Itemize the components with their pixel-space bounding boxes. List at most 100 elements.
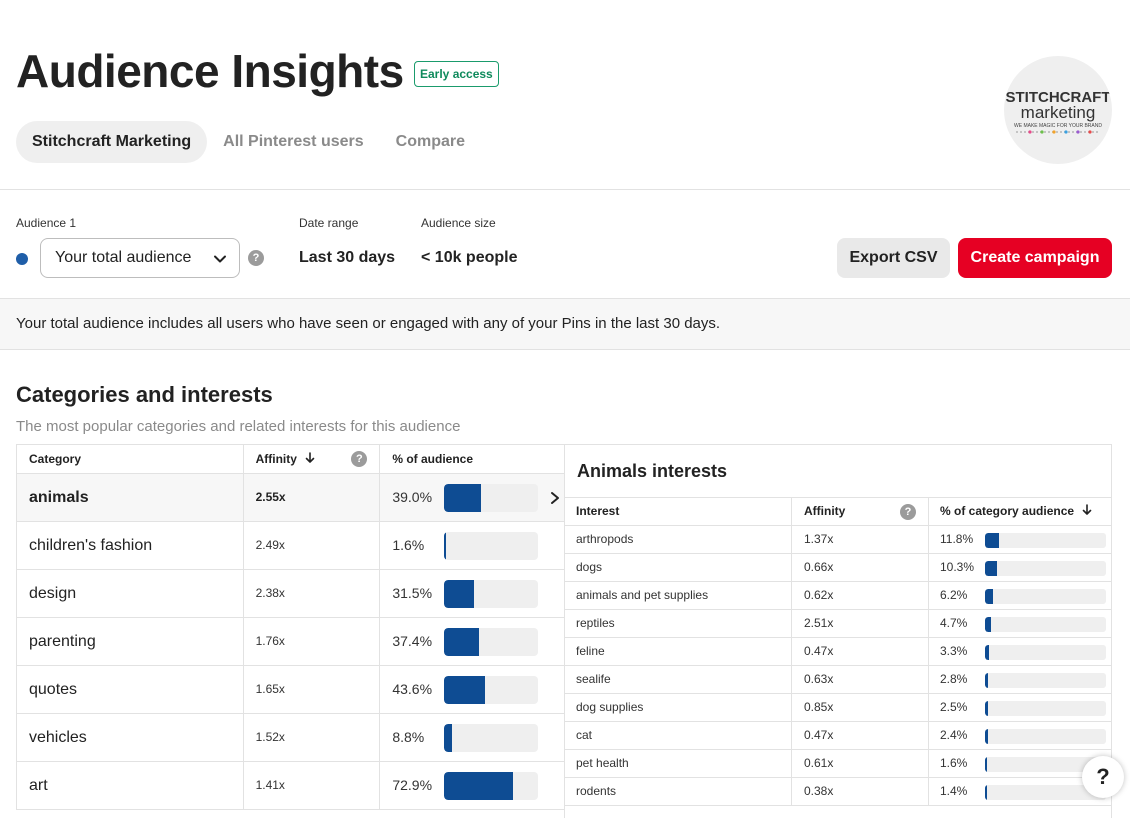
interest-name: dog supplies xyxy=(565,694,792,721)
interest-audience-cell: 3.3% xyxy=(929,638,1111,665)
interest-affinity: 0.63x xyxy=(792,666,929,693)
category-audience-pct: 72.9% xyxy=(392,777,433,793)
category-name: design xyxy=(17,570,244,617)
sort-arrow-down-icon xyxy=(1083,504,1092,515)
category-audience-bar xyxy=(444,724,453,752)
interest-audience-pct: 10.3% xyxy=(940,560,975,574)
category-name: children's fashion xyxy=(17,522,244,569)
logo-line2: marketing xyxy=(1021,103,1096,122)
interest-row[interactable]: animals and pet supplies 0.62x 6.2% xyxy=(565,582,1111,610)
interest-name: animals and pet supplies xyxy=(565,582,792,609)
interest-audience-bar-track xyxy=(985,645,1106,660)
interest-row[interactable]: rodents 0.38x 1.4% xyxy=(565,778,1111,806)
category-audience-bar xyxy=(444,532,447,560)
affinity-column-header[interactable]: Affinity ? xyxy=(244,445,381,473)
tab-stitchcraft-marketing[interactable]: Stitchcraft Marketing xyxy=(16,121,208,163)
category-audience-bar-track xyxy=(444,772,539,800)
category-row[interactable]: children's fashion 2.49x 1.6% xyxy=(17,522,564,570)
interest-audience-cell: 1.6% xyxy=(929,750,1111,777)
category-row[interactable]: vehicles 1.52x 8.8% xyxy=(17,714,564,762)
interest-name: dogs xyxy=(565,554,792,581)
interest-audience-bar-track xyxy=(985,589,1106,604)
category-name: quotes xyxy=(17,666,244,713)
audience-size-value: < 10k people xyxy=(421,249,518,266)
affinity-help-icon[interactable]: ? xyxy=(351,451,368,467)
interest-audience-pct: 1.6% xyxy=(940,756,968,770)
interest-affinity-column-header[interactable]: Affinity ? xyxy=(792,498,929,525)
interest-affinity: 0.47x xyxy=(792,722,929,749)
interest-name: pet health xyxy=(565,750,792,777)
category-affinity: 1.65x xyxy=(244,666,381,713)
early-access-badge: Early access xyxy=(414,61,499,87)
create-campaign-button[interactable]: Create campaign xyxy=(958,238,1112,278)
help-floating-button[interactable]: ? xyxy=(1082,756,1124,798)
audience-controls: Audience 1 Your total audience ? Date ra… xyxy=(0,191,1130,298)
interest-audience-bar xyxy=(985,645,989,660)
interest-row[interactable]: arthropods 1.37x 11.8% xyxy=(565,526,1111,554)
categories-table: Category Affinity ? % of audience animal… xyxy=(16,444,564,810)
interest-row[interactable]: dog supplies 0.85x 2.5% xyxy=(565,694,1111,722)
category-row[interactable]: design 2.38x 31.5% xyxy=(17,570,564,618)
interest-affinity-header-label: Affinity xyxy=(804,504,846,518)
category-audience-pct: 39.0% xyxy=(392,489,433,505)
interest-audience-bar xyxy=(985,729,988,744)
category-audience-bar-track xyxy=(444,484,539,512)
audience-column-header[interactable]: % of audience xyxy=(392,452,474,466)
category-row[interactable]: animals 2.55x 39.0% xyxy=(17,474,564,522)
interest-affinity: 0.66x xyxy=(792,554,929,581)
interest-row[interactable]: sealife 0.63x 2.8% xyxy=(565,666,1111,694)
category-name: animals xyxy=(17,474,244,521)
interest-audience-pct: 6.2% xyxy=(940,588,968,602)
interest-audience-bar xyxy=(985,533,999,548)
interest-row[interactable]: reptiles 2.51x 4.7% xyxy=(565,610,1111,638)
category-audience-cell: 39.0% xyxy=(380,474,564,521)
category-audience-bar xyxy=(444,628,480,656)
interest-audience-cell: 10.3% xyxy=(929,554,1111,581)
category-audience-pct: 37.4% xyxy=(392,633,433,649)
category-audience-cell: 1.6% xyxy=(380,522,564,569)
category-audience-cell: 8.8% xyxy=(380,714,564,761)
category-row[interactable]: art 1.41x 72.9% xyxy=(17,762,564,810)
category-audience-bar-track xyxy=(444,628,539,656)
interest-audience-pct: 1.4% xyxy=(940,784,968,798)
logo-line1: STITCHCRAFT xyxy=(1006,89,1111,106)
category-row[interactable]: quotes 1.65x 43.6% xyxy=(17,666,564,714)
category-row[interactable]: parenting 1.76x 37.4% xyxy=(17,618,564,666)
category-audience-bar xyxy=(444,772,514,800)
interest-audience-cell: 2.5% xyxy=(929,694,1111,721)
category-audience-column-header[interactable]: % of category audience xyxy=(929,498,1111,525)
category-affinity: 2.55x xyxy=(244,474,381,521)
category-column-header[interactable]: Category xyxy=(17,445,244,473)
category-audience-header-label: % of category audience xyxy=(940,504,1075,518)
interest-audience-bar xyxy=(985,617,991,632)
interest-row[interactable]: cat 0.47x 2.4% xyxy=(565,722,1111,750)
account-logo[interactable]: STITCHCRAFT marketing WE MAKE MAGIC FOR … xyxy=(1004,56,1112,164)
interest-row[interactable]: dogs 0.66x 10.3% xyxy=(565,554,1111,582)
interest-affinity-help-icon[interactable]: ? xyxy=(900,504,916,520)
tab-all-pinterest-users[interactable]: All Pinterest users xyxy=(223,133,364,150)
chevron-down-icon xyxy=(214,255,226,263)
interest-audience-cell: 2.4% xyxy=(929,722,1111,749)
help-icon[interactable]: ? xyxy=(248,250,264,266)
interest-affinity: 0.47x xyxy=(792,638,929,665)
interest-audience-bar-track xyxy=(985,729,1106,744)
interest-name: rodents xyxy=(565,778,792,805)
audience-select-value: Your total audience xyxy=(55,249,192,266)
category-audience-bar xyxy=(444,580,475,608)
interest-audience-pct: 2.5% xyxy=(940,700,968,714)
tab-compare[interactable]: Compare xyxy=(395,133,465,150)
interest-column-header[interactable]: Interest xyxy=(565,498,792,525)
audience-select[interactable]: Your total audience xyxy=(40,238,240,278)
category-affinity: 1.41x xyxy=(244,762,381,809)
interest-affinity: 0.61x xyxy=(792,750,929,777)
category-audience-cell: 31.5% xyxy=(380,570,564,617)
interest-audience-bar xyxy=(985,673,988,688)
interest-row[interactable]: pet health 0.61x 1.6% xyxy=(565,750,1111,778)
interest-audience-pct: 11.8% xyxy=(940,532,974,546)
interest-row[interactable]: feline 0.47x 3.3% xyxy=(565,638,1111,666)
audience-tabs: Stitchcraft Marketing All Pinterest user… xyxy=(16,121,481,163)
export-csv-button[interactable]: Export CSV xyxy=(837,238,950,278)
audience-info-text: Your total audience includes all users w… xyxy=(0,298,1130,350)
stitchcraft-logo-icon: STITCHCRAFT marketing WE MAKE MAGIC FOR … xyxy=(1006,89,1111,134)
category-affinity: 1.76x xyxy=(244,618,381,665)
